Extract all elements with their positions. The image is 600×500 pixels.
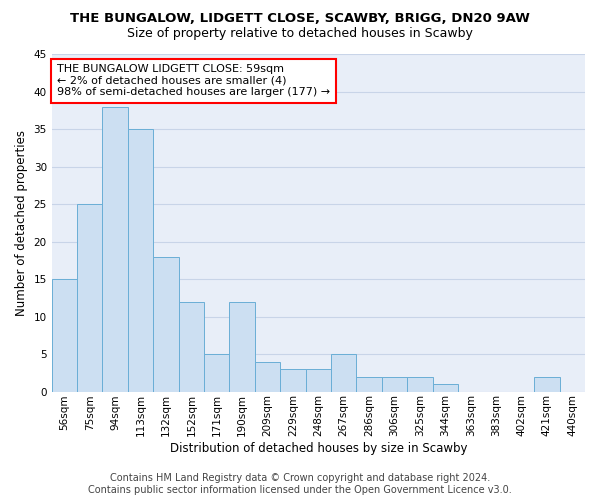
Bar — [128, 129, 153, 392]
Bar — [382, 376, 407, 392]
Text: Contains HM Land Registry data © Crown copyright and database right 2024.
Contai: Contains HM Land Registry data © Crown c… — [88, 474, 512, 495]
Text: THE BUNGALOW LIDGETT CLOSE: 59sqm
← 2% of detached houses are smaller (4)
98% of: THE BUNGALOW LIDGETT CLOSE: 59sqm ← 2% o… — [57, 64, 330, 98]
Bar — [534, 376, 560, 392]
Y-axis label: Number of detached properties: Number of detached properties — [15, 130, 28, 316]
Bar — [280, 369, 305, 392]
Bar — [204, 354, 229, 392]
Bar — [356, 376, 382, 392]
Bar — [305, 369, 331, 392]
Bar — [433, 384, 458, 392]
Bar — [153, 256, 179, 392]
Bar — [407, 376, 433, 392]
Bar — [77, 204, 103, 392]
Text: Size of property relative to detached houses in Scawby: Size of property relative to detached ho… — [127, 28, 473, 40]
Bar — [229, 302, 255, 392]
Bar — [103, 106, 128, 392]
Bar — [255, 362, 280, 392]
Bar — [331, 354, 356, 392]
Text: THE BUNGALOW, LIDGETT CLOSE, SCAWBY, BRIGG, DN20 9AW: THE BUNGALOW, LIDGETT CLOSE, SCAWBY, BRI… — [70, 12, 530, 26]
Bar — [179, 302, 204, 392]
Bar — [52, 279, 77, 392]
X-axis label: Distribution of detached houses by size in Scawby: Distribution of detached houses by size … — [170, 442, 467, 455]
